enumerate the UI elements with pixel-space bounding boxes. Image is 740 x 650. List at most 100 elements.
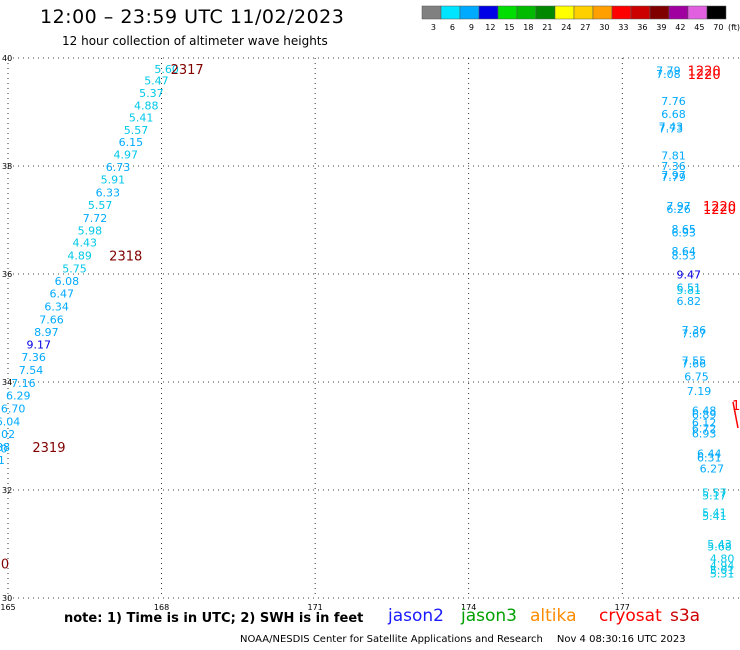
wave-height-point: 5.31 <box>710 568 735 581</box>
wave-height-point: 5.91 <box>101 174 126 187</box>
pass-time-label: 1220 <box>703 200 736 215</box>
wave-height-point: 6.27 <box>700 462 725 475</box>
wave-height-point: 5.41 <box>702 507 727 520</box>
footer-credit: NOAA/NESDIS Center for Satellite Applica… <box>240 634 543 645</box>
wave-height-point: 5.41 <box>702 510 727 523</box>
wave-height-point: 7.36 <box>21 351 46 364</box>
colorbar-label: 18 <box>523 23 533 32</box>
wave-height-point: 6.29 <box>6 390 31 403</box>
wave-height-point: 7.67 <box>682 327 707 340</box>
wave-height-point: 7.19 <box>687 385 712 398</box>
wave-height-point: 7.97 <box>666 200 691 213</box>
note-text: note: 1) Time is in UTC; 2) SWH is in fe… <box>64 611 364 626</box>
legend-cryosat: cryosat <box>599 606 662 626</box>
pass-time-label: 1220 <box>703 203 736 218</box>
colorbar-label: 70 <box>713 23 723 32</box>
wave-height-point: 7.76 <box>661 95 686 108</box>
wave-height-point: 5.68 <box>707 541 732 554</box>
wave-height-point: 7.16 <box>11 377 36 390</box>
wave-height-point: 5.57 <box>88 199 113 212</box>
wave-height-point: 5.01 <box>710 564 735 577</box>
colorbar-label: 27 <box>580 23 590 32</box>
x-tick-label: 177 <box>615 603 630 612</box>
wave-height-point: 6.31 <box>697 452 722 465</box>
colorbar-label: 24 <box>561 23 571 32</box>
colorbar-swatch <box>497 5 518 20</box>
colorbar-unit: (ft) <box>728 23 740 32</box>
wave-height-point: 6.70 <box>1 402 26 415</box>
x-tick-label: 174 <box>461 603 476 612</box>
wave-height-point: 7.66 <box>682 358 707 371</box>
x-tick-label: 165 <box>0 603 15 612</box>
wave-height-point: 8.97 <box>34 326 59 339</box>
wave-height-point: 7.72 <box>83 212 108 225</box>
wave-height-point: 9.17 <box>26 339 51 352</box>
wave-height-point: 6.51 <box>0 454 5 467</box>
wave-height-point: 5.98 <box>78 224 103 237</box>
wave-height-point: 4.43 <box>73 237 98 250</box>
wave-height-point: 5.41 <box>129 111 154 124</box>
wave-height-point: 4.88 <box>134 100 159 113</box>
wave-height-point: 7.36 <box>682 324 707 337</box>
pass-time-label: 1220 <box>688 64 721 79</box>
wave-height-point: 6.93 <box>692 427 717 440</box>
y-tick-label: 30 <box>2 594 12 603</box>
wave-height-point: 9.47 <box>677 269 702 282</box>
wave-height-point: 7.54 <box>19 364 44 377</box>
wave-height-point: 4.97 <box>113 149 138 162</box>
wave-height-point: 5.57 <box>702 487 727 500</box>
wave-height-point: 7.55 <box>682 354 707 367</box>
wave-height-point: 7.79 <box>656 64 681 77</box>
wave-height-point: 7.73 <box>659 123 684 136</box>
colorbar-label: 6 <box>450 23 455 32</box>
wave-height-point: 6.80 <box>0 442 7 455</box>
colorbar-label: 12 <box>485 23 495 32</box>
wave-height-point: 7.79 <box>661 171 686 184</box>
wave-height-point: 7.66 <box>39 313 64 326</box>
footer-timestamp: Nov 4 08:30:16 UTC 2023 <box>556 634 686 645</box>
colorbar-swatch <box>668 5 689 20</box>
colorbar-swatch <box>478 5 499 20</box>
y-tick-label: 32 <box>2 486 12 495</box>
wave-height-point: 6.93 <box>671 226 696 239</box>
wave-height-point: 6.15 <box>119 136 144 149</box>
x-tick-label: 171 <box>307 603 322 612</box>
wave-height-point: 8.53 <box>671 250 696 263</box>
color-scale-legend: 3 6 9 12 15 18 21 24 27 30 33 36 39 42 45 70 (ft) <box>421 5 740 32</box>
wave-height-point: 4.89 <box>67 250 92 263</box>
pass-time-label: 1220 <box>688 68 721 83</box>
wave-height-point: 7.02 <box>0 428 15 441</box>
y-tick-label: 40 <box>2 54 12 63</box>
wave-height-point: 6.72 <box>692 422 717 435</box>
wave-height-point: 6.73 <box>106 161 131 174</box>
wave-height-point: 6.88 <box>0 441 10 454</box>
edge-time-label: 1 <box>732 399 740 414</box>
colorbar-label: 33 <box>618 23 628 32</box>
track-segment <box>732 401 739 429</box>
wave-height-point: 6.48 <box>692 405 717 418</box>
wave-height-point: 6.82 <box>677 295 702 308</box>
wave-height-point: 6.51 <box>677 282 702 295</box>
y-tick-label: 38 <box>2 162 12 171</box>
wave-height-point: 7.81 <box>661 150 686 163</box>
wave-height-point: 6.26 <box>666 203 691 216</box>
wave-height-point: 8.65 <box>671 223 696 236</box>
colorbar-label: 15 <box>504 23 514 32</box>
wave-height-point: 5.60 <box>154 63 179 76</box>
wave-height-point: 6.75 <box>684 371 709 384</box>
colorbar-swatch <box>440 5 461 20</box>
wave-height-point: 4.80 <box>710 553 735 566</box>
wave-height-point: 5.37 <box>139 87 164 100</box>
colorbar-swatch <box>649 5 670 20</box>
chart-title: 12:00 – 23:59 UTC 11/02/2023 <box>40 6 345 28</box>
colorbar-label: 9 <box>469 23 474 32</box>
wave-height-point: 7.36 <box>661 160 686 173</box>
colorbar-label: 42 <box>675 23 685 32</box>
colorbar-swatch <box>706 5 727 20</box>
wave-height-point: 6.33 <box>96 186 121 199</box>
wave-height-point: 5.75 <box>62 263 87 276</box>
y-tick-label: 34 <box>2 378 12 387</box>
wave-height-point: 6.08 <box>55 275 80 288</box>
legend-jason2: jason2 <box>388 606 444 626</box>
